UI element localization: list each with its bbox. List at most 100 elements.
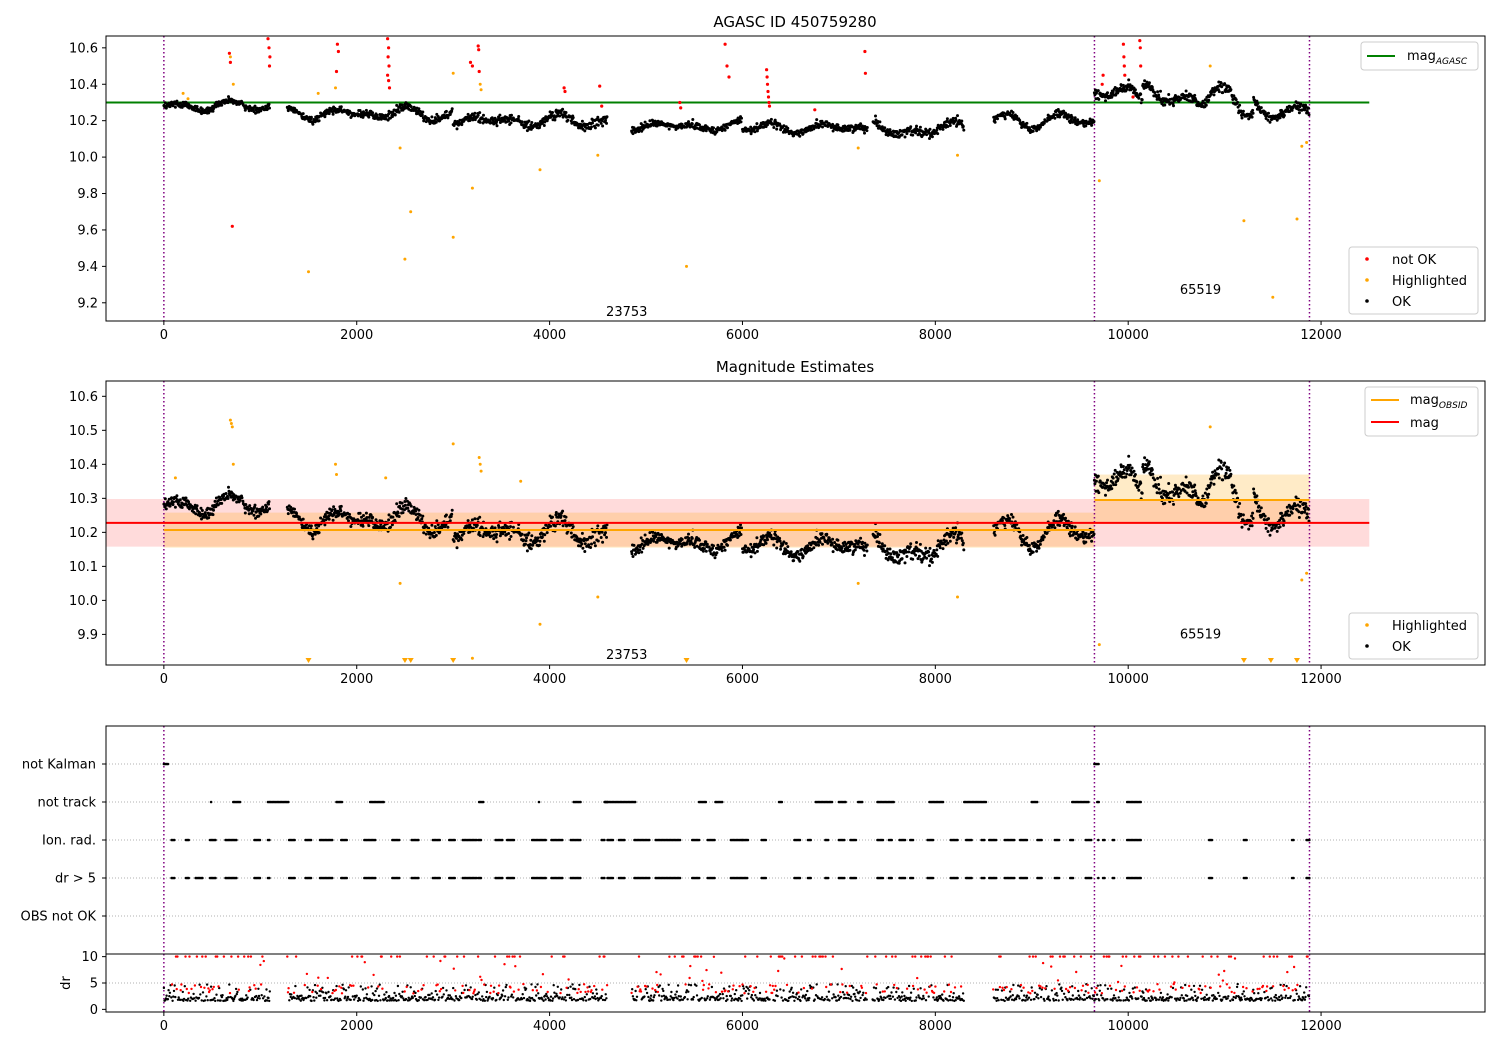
estimates-ok-point <box>583 550 587 553</box>
estimates-ok-point <box>1002 516 1006 520</box>
agasc-ok-point <box>825 120 829 124</box>
legend2-ok-swatch <box>1365 644 1369 648</box>
agasc-highlighted-point <box>186 97 190 101</box>
estimates-ok-point <box>911 557 915 561</box>
estimates-ok-point <box>1092 532 1096 536</box>
estimates-ok-point <box>1174 485 1178 489</box>
agasc-ok-point <box>1256 102 1260 105</box>
estimates-ok-point <box>1097 491 1101 495</box>
agasc-ok-point <box>815 118 819 122</box>
agasc-ok-point <box>414 109 418 113</box>
estimates-ok-point <box>227 485 230 489</box>
estimates-ok-point <box>420 517 424 521</box>
agasc-ok-point <box>1268 120 1272 124</box>
estimates-highlighted-point <box>229 422 233 425</box>
estimates-ok-point <box>758 544 762 547</box>
agasc-not-ok-point <box>1138 46 1142 50</box>
flags-not_kalman-point <box>166 762 170 766</box>
estimates-ok-point <box>698 538 701 542</box>
agasc-highlighted-point <box>231 82 235 86</box>
estimates-highlighted-point <box>1097 643 1101 647</box>
flags-ion_rad-point <box>438 838 442 842</box>
estimates-ok-point <box>1250 514 1254 518</box>
estimates-ok-point <box>1103 483 1107 487</box>
agasc-ok-point <box>478 120 482 124</box>
agasc-ok-point <box>925 133 929 137</box>
estimates-ok-point <box>508 537 512 541</box>
estimates-ok-point <box>728 538 732 542</box>
estimates-ok-point <box>842 544 846 548</box>
estimates-ok-point <box>433 525 437 529</box>
estimates-ok-point <box>1139 481 1143 485</box>
agasc-ok-point <box>782 124 786 128</box>
flags-ion_rad-point <box>956 838 959 842</box>
legend2-highlighted-swatch <box>1365 623 1369 627</box>
agasc-ok-point <box>509 116 512 120</box>
agasc-ok-point <box>993 120 997 124</box>
agasc-ok-point <box>558 114 562 118</box>
agasc-ok-point <box>452 124 456 127</box>
agasc-ok-point <box>900 133 904 137</box>
estimates-ok-point <box>960 531 964 535</box>
agasc-ok-point <box>430 115 434 119</box>
estimates-ok-point <box>887 551 891 555</box>
estimates-ok-point <box>212 508 215 512</box>
estimates-ok-point <box>820 532 824 536</box>
flags-ion_rad-point <box>268 838 271 842</box>
estimates-ok-point <box>962 548 966 552</box>
estimates-ok-point <box>436 523 440 527</box>
estimates-ok-point <box>428 536 432 540</box>
estimates-ok-point <box>1084 532 1088 536</box>
estimates-ok-point <box>434 533 438 537</box>
estimates-ok-point <box>720 549 724 553</box>
estimates-ok-point <box>1225 468 1229 472</box>
estimates-ok-point <box>488 531 492 534</box>
estimates-ok-point <box>1177 487 1181 491</box>
agasc-ok-point <box>1062 109 1066 113</box>
estimates-ok-point <box>571 525 575 529</box>
estimates-ok-point <box>295 511 298 515</box>
agasc-ok-point <box>863 131 866 135</box>
estimates-ok-point <box>826 541 830 545</box>
estimates-ok-point <box>930 560 934 564</box>
estimates-ok-point <box>498 534 502 538</box>
estimates-ok-point <box>1294 504 1297 508</box>
estimates-offscale-marker <box>1267 658 1274 663</box>
estimates-ok-point <box>1259 506 1263 510</box>
estimates-ok-point <box>843 540 847 544</box>
flags-ion_rad-point <box>854 838 858 842</box>
agasc-ok-point <box>936 132 940 136</box>
agasc-ok-point <box>450 107 454 111</box>
agasc-ok-point <box>551 111 554 114</box>
estimates-ok-point <box>520 532 524 536</box>
agasc-xtick-label: 6000 <box>726 328 759 343</box>
estimates-ok-point <box>494 535 498 539</box>
estimates-ok-point <box>861 540 864 544</box>
agasc-ok-point <box>1297 111 1301 115</box>
estimates-ok-point <box>265 505 269 509</box>
estimates-ok-point <box>1101 485 1105 489</box>
agasc-ok-point <box>749 132 753 136</box>
estimates-ok-point <box>390 523 394 527</box>
estimates-ok-point <box>1187 485 1190 489</box>
estimates-ok-point <box>367 524 371 528</box>
estimates-ok-point <box>190 504 194 508</box>
estimates-ok-point <box>792 559 796 563</box>
agasc-xtick-label: 4000 <box>533 328 566 343</box>
estimates-ok-point <box>1000 519 1004 523</box>
estimates-ok-point <box>680 537 684 541</box>
estimates-ok-point <box>835 548 839 552</box>
estimates-ok-point <box>195 504 199 508</box>
flags-ion_rad-point <box>561 838 564 842</box>
estimates-ok-point <box>530 534 534 538</box>
estimates-ok-point <box>1257 504 1261 508</box>
agasc-ok-point <box>769 117 773 121</box>
estimates-ok-point <box>817 543 821 547</box>
estimates-ok-point <box>936 554 940 558</box>
flags-row-label: dr > 5 <box>55 872 96 887</box>
estimates-ok-point <box>1251 511 1255 515</box>
estimates-ok-point <box>362 514 365 517</box>
estimates-ok-point <box>800 547 804 551</box>
estimates-ok-point <box>955 541 958 545</box>
agasc-ok-point <box>755 122 759 126</box>
